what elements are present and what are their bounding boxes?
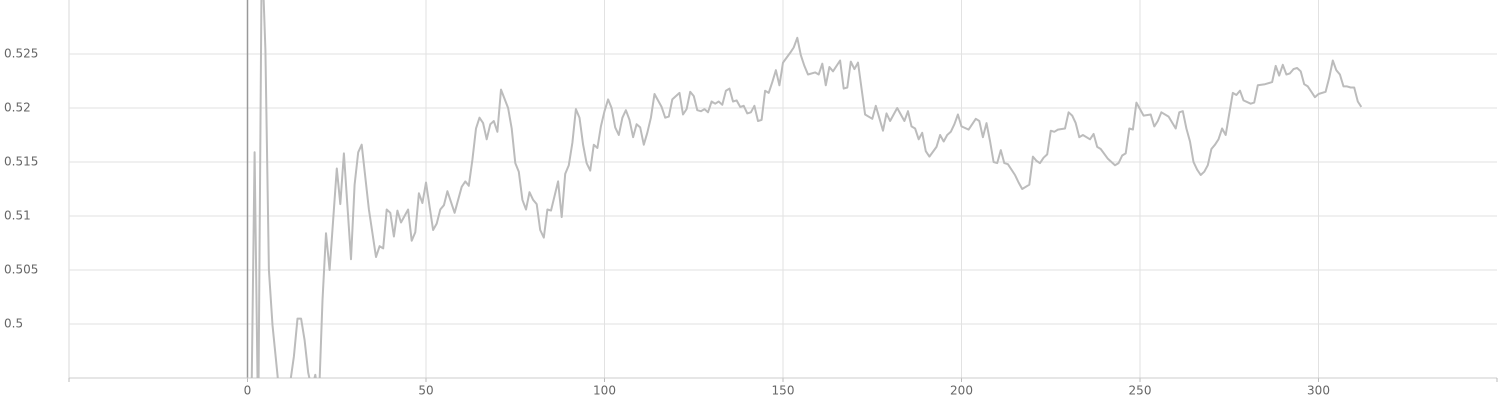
x-tick-label: 50 [418, 384, 433, 398]
y-tick-label: 0.525 [4, 47, 38, 61]
x-tick-label: 200 [950, 384, 973, 398]
x-tick-label: 0 [244, 384, 252, 398]
x-tick-label: 250 [1129, 384, 1152, 398]
series-line [250, 0, 1363, 378]
y-tick-label: 0.52 [4, 101, 31, 115]
y-tick-label: 0.51 [4, 209, 31, 223]
y-tick-label: 0.505 [4, 263, 38, 277]
y-tick-label: 0.5 [4, 317, 23, 331]
x-tick-label: 150 [772, 384, 795, 398]
y-tick-label: 0.515 [4, 155, 38, 169]
x-tick-label: 100 [593, 384, 616, 398]
x-tick-label: 300 [1307, 384, 1330, 398]
